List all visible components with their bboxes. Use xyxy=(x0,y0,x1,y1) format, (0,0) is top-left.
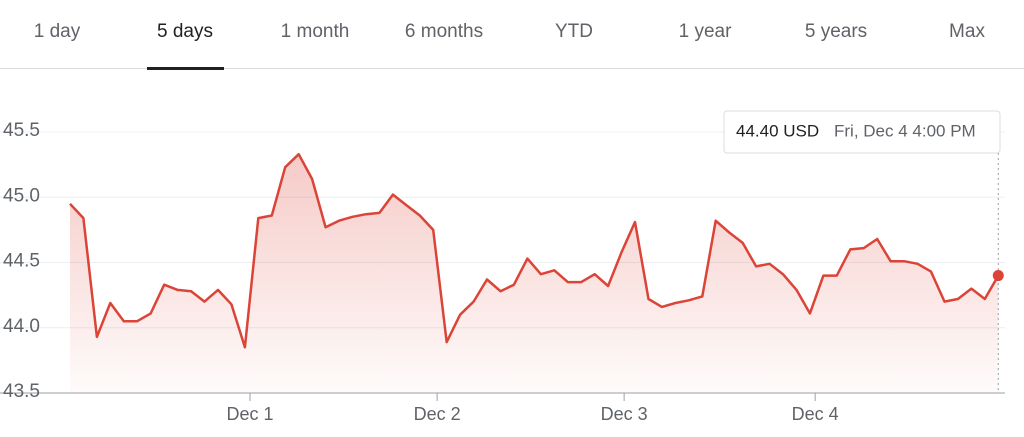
chart: 43.5 44.0 44.5 45.0 45.5 Dec 1 Dec 2 Dec 3 Dec 4 xyxy=(0,120,1005,424)
y-tick-label: 45.5 xyxy=(3,120,40,141)
hover-point xyxy=(992,270,1004,282)
tab[interactable]: 1 day xyxy=(34,21,81,42)
tab[interactable]: 1 month xyxy=(281,21,350,42)
price-line xyxy=(69,152,1000,349)
tooltip: 44.40 USD Fri, Dec 4 4:00 PM xyxy=(723,110,1001,154)
x-tick-label: Dec 3 xyxy=(601,404,648,424)
x-tick-label: Dec 1 xyxy=(226,404,273,424)
y-tick-label: 45.0 xyxy=(3,185,40,206)
tab[interactable]: 1 year xyxy=(679,21,732,42)
y-tick-label: 44.0 xyxy=(3,316,40,337)
tooltip-time: Fri, Dec 4 4:00 PM xyxy=(834,121,976,140)
tab-bar: 1 day 5 days 1 month 6 months YTD 1 year 5 yea… xyxy=(34,21,985,70)
tooltip-box xyxy=(723,110,1001,154)
tab[interactable]: 5 years xyxy=(805,21,867,42)
price-area xyxy=(70,154,999,393)
tab[interactable]: YTD xyxy=(555,21,593,42)
y-tick-label: 43.5 xyxy=(3,381,40,402)
tab[interactable]: 5 days xyxy=(157,21,213,42)
tab[interactable]: Max xyxy=(949,21,985,42)
y-tick-label: 44.5 xyxy=(3,251,40,272)
tab[interactable]: 6 months xyxy=(405,21,483,42)
tooltip-price: 44.40 USD xyxy=(736,121,819,140)
tab-underline xyxy=(147,67,224,70)
x-tick-label: Dec 2 xyxy=(414,404,461,424)
x-tick-label: Dec 4 xyxy=(792,404,839,424)
